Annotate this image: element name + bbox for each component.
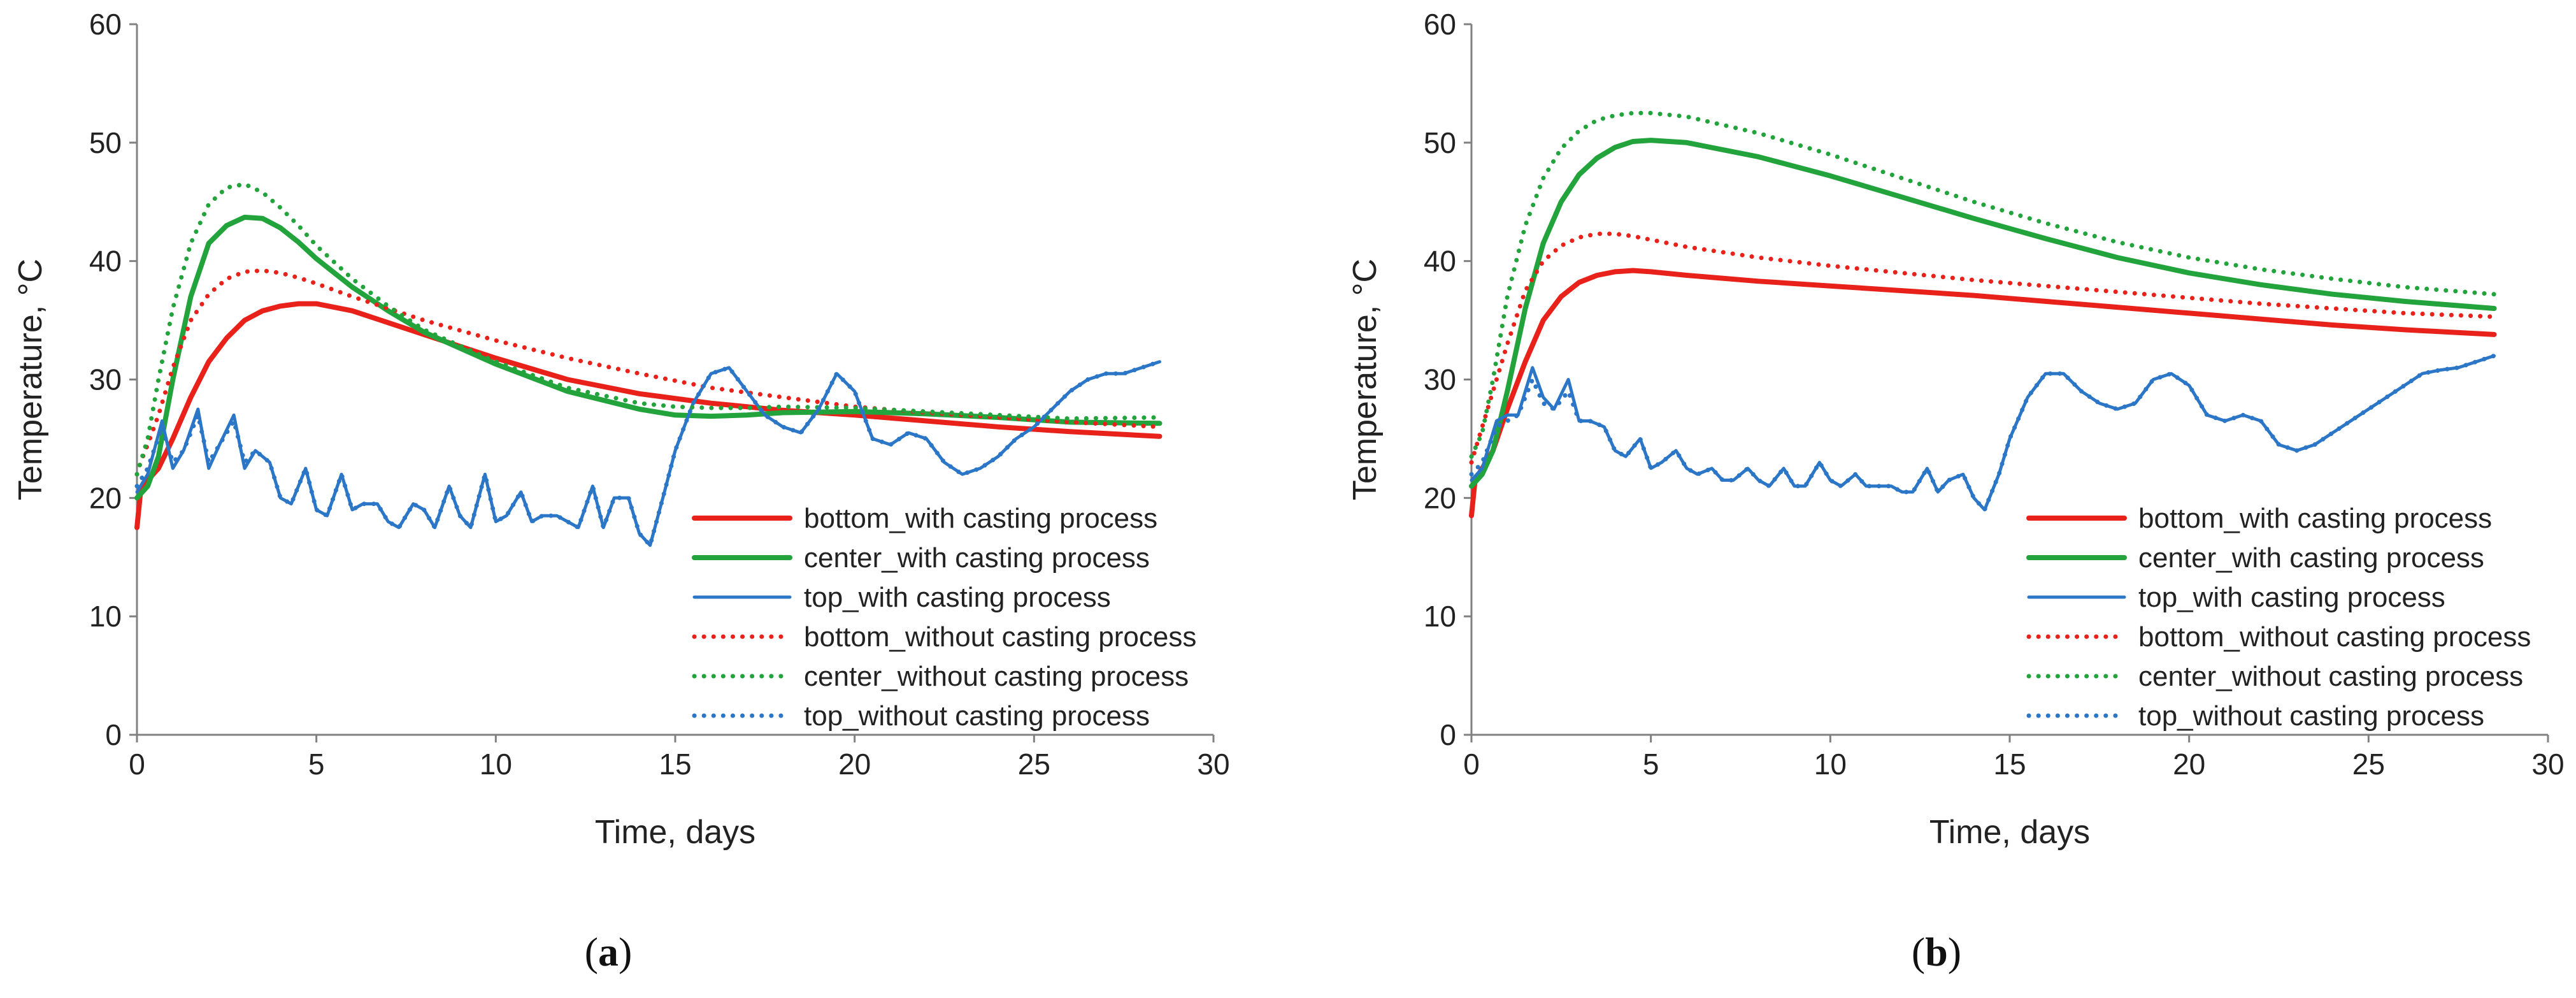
y-tick-label: 10 — [89, 600, 122, 633]
panel-label-letter: a — [598, 929, 619, 974]
y-tick-label: 60 — [89, 8, 122, 41]
x-tick-label: 25 — [1018, 748, 1050, 781]
legend-label: center_with casting process — [804, 542, 1150, 574]
y-tick-label: 60 — [1424, 8, 1456, 41]
series-line-top-without-casting-process — [1469, 353, 2496, 512]
legend-label: center_without casting process — [2138, 661, 2523, 692]
x-tick-label: 0 — [129, 748, 145, 781]
panel-label-letter: b — [1925, 929, 1948, 974]
x-tick-label: 5 — [1643, 748, 1659, 781]
x-tick-label: 10 — [1814, 748, 1847, 781]
y-tick-label: 10 — [1424, 600, 1456, 633]
x-tick-label: 0 — [1463, 748, 1480, 781]
y-axis-title: Temperature, °C — [1347, 259, 1384, 500]
y-tick-label: 50 — [1424, 126, 1456, 159]
chart-panel-b: 0 10 20 30 40 50 60 0 5 10 15 20 25 30 Time, days Tempe… — [1347, 8, 2565, 974]
legend-label: center_with casting process — [2138, 542, 2484, 574]
x-tick-label: 15 — [1993, 748, 2026, 781]
x-tick-label: 10 — [480, 748, 512, 781]
x-tick-label: 30 — [1197, 748, 1229, 781]
y-tick-label: 30 — [1424, 363, 1456, 396]
legend-label: bottom_without casting process — [804, 621, 1196, 653]
series-line-bottom-with-casting-process — [1469, 268, 2497, 519]
x-tick-label: 20 — [2173, 748, 2205, 781]
series-line-top-without-casting-process — [134, 359, 1162, 548]
y-tick-label: 20 — [89, 481, 122, 514]
series-line-bottom-with-casting-process — [134, 301, 1163, 530]
x-tick-label: 30 — [2531, 748, 2564, 781]
legend-label: center_without casting process — [804, 661, 1189, 692]
legend-label: top_with casting process — [804, 582, 1111, 613]
y-axis-title: Temperature, °C — [12, 259, 49, 500]
x-axis-title: Time, days — [595, 814, 755, 851]
panel-label: (b) — [1912, 929, 1961, 974]
y-tick-label: 40 — [1424, 245, 1456, 278]
x-tick-label: 15 — [659, 748, 691, 781]
legend: bottom_with casting process center_with c… — [692, 503, 1196, 732]
legend-label: top_without casting process — [2138, 700, 2484, 732]
y-tick-label: 30 — [89, 363, 122, 396]
chart-panel-a: 0 10 20 30 40 50 60 0 5 10 15 20 25 30 Time, days Tempe… — [12, 8, 1230, 974]
series-line-center-without-casting-process — [134, 182, 1162, 477]
legend-label: bottom_without casting process — [2138, 621, 2531, 653]
series-line-top-with-casting-process — [1470, 354, 2496, 512]
x-tick-label: 20 — [838, 748, 871, 781]
x-tick-label: 5 — [308, 748, 325, 781]
legend-label: top_with casting process — [2138, 582, 2445, 613]
panel-label: (a) — [585, 929, 633, 974]
y-tick-label: 0 — [105, 718, 122, 751]
legend: bottom_with casting process center_with c… — [2026, 503, 2531, 732]
x-tick-label: 25 — [2352, 748, 2385, 781]
x-axis-title: Time, days — [1929, 814, 2090, 851]
series-line-bottom-without-casting-process — [134, 268, 1162, 477]
y-tick-label: 50 — [89, 126, 122, 159]
y-tick-label: 0 — [1440, 718, 1456, 751]
series-line-center-with-casting-process — [1469, 138, 2497, 489]
series-line-bottom-without-casting-process — [1469, 231, 2496, 465]
series-line-center-without-casting-process — [1469, 110, 2496, 459]
series-line-center-with-casting-process — [134, 214, 1163, 501]
y-tick-label: 40 — [89, 245, 122, 278]
legend-label: top_without casting process — [804, 700, 1150, 732]
legend-label: bottom_with casting process — [2138, 503, 2492, 534]
y-tick-label: 20 — [1424, 481, 1456, 514]
legend-label: bottom_with casting process — [804, 503, 1157, 534]
